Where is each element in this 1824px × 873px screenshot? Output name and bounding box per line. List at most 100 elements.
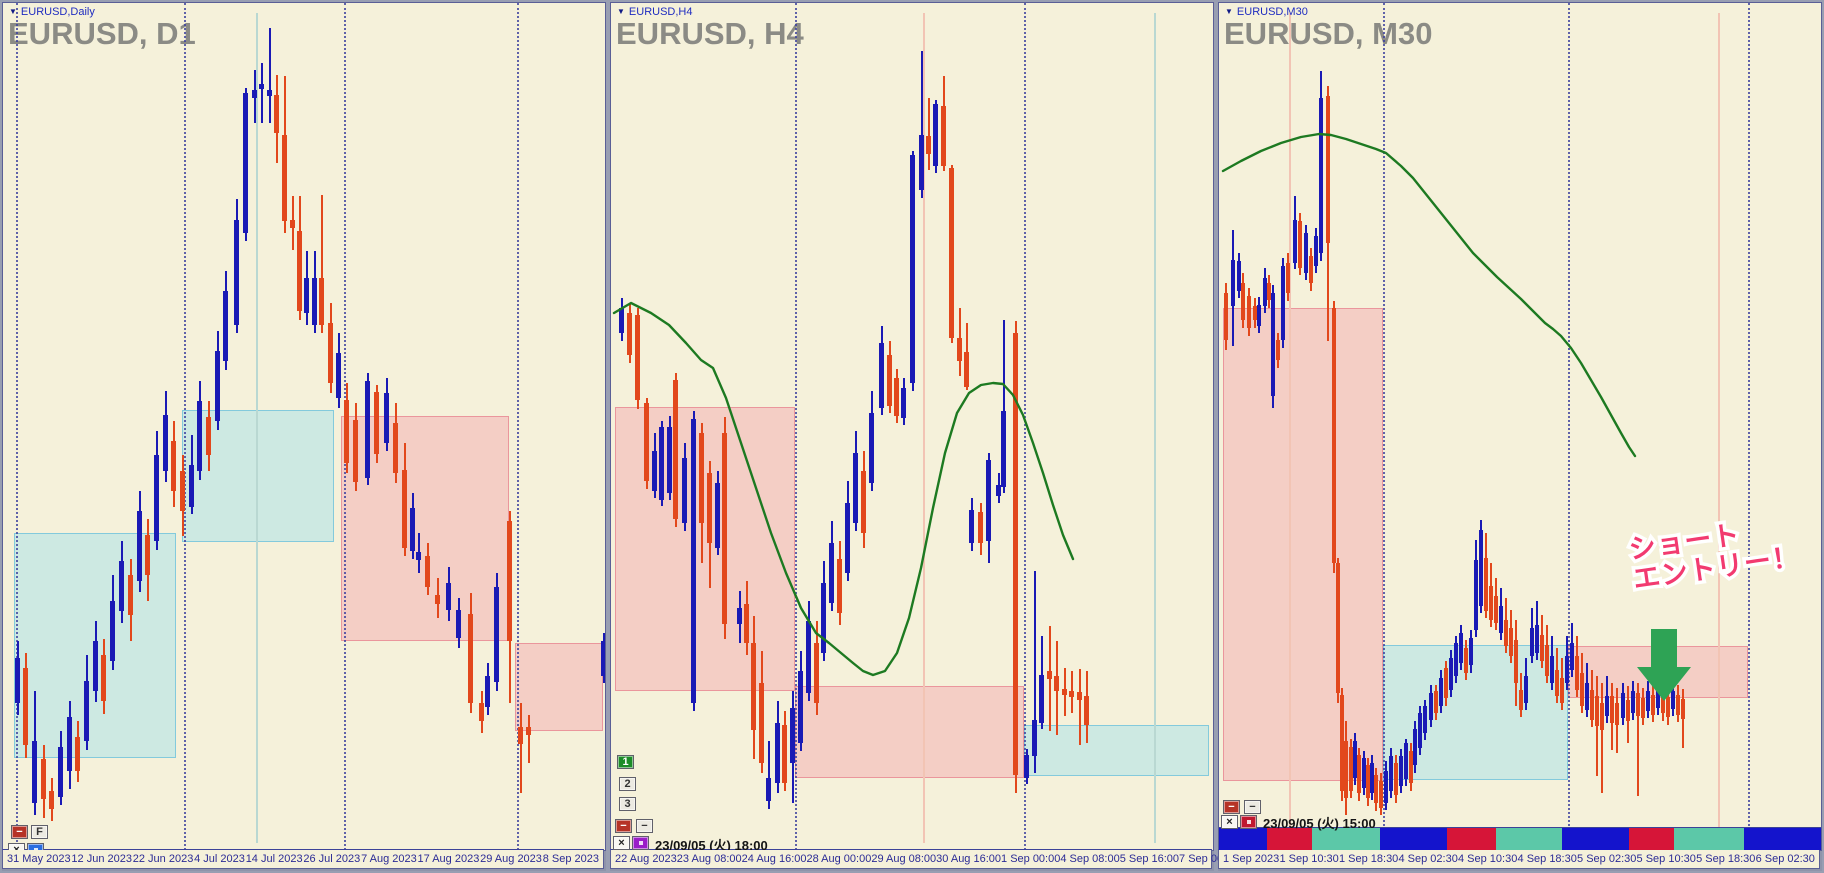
candle bbox=[1332, 308, 1336, 563]
candle bbox=[1580, 673, 1584, 706]
candle bbox=[1336, 563, 1340, 693]
signal-strip-segment bbox=[1447, 828, 1497, 850]
indicator-color-button[interactable] bbox=[27, 843, 44, 850]
candle bbox=[494, 587, 499, 682]
date-label: 7 Aug 2023 bbox=[361, 853, 417, 865]
candle bbox=[1357, 755, 1361, 793]
chevron-down-icon[interactable]: ▼ bbox=[1225, 7, 1233, 16]
candle bbox=[518, 727, 523, 744]
minimize-indicator-button-2[interactable]: − bbox=[1244, 800, 1261, 814]
candle bbox=[1362, 758, 1366, 788]
indicator-color-button[interactable] bbox=[1240, 815, 1257, 829]
window-title: EURUSD,M30 bbox=[1236, 6, 1308, 18]
minimize-indicator-button[interactable]: − bbox=[11, 825, 28, 839]
candle bbox=[243, 93, 248, 233]
candle bbox=[1626, 700, 1630, 721]
candle bbox=[137, 511, 142, 581]
candle bbox=[782, 725, 787, 783]
candle bbox=[1054, 676, 1059, 691]
candle bbox=[507, 521, 512, 641]
close-indicator-button[interactable]: × bbox=[613, 836, 630, 850]
candle bbox=[887, 355, 892, 406]
date-label: 4 Sep 08:00 bbox=[1060, 853, 1120, 865]
candle bbox=[1585, 683, 1589, 710]
candle bbox=[456, 610, 461, 638]
window-title-bar[interactable]: ▼ EURUSD,Daily bbox=[9, 6, 95, 18]
chevron-down-icon[interactable]: ▼ bbox=[9, 7, 17, 16]
candle bbox=[1349, 747, 1353, 791]
grid-line bbox=[1568, 3, 1570, 850]
f-indicator-button[interactable]: F bbox=[31, 825, 48, 839]
candle bbox=[402, 470, 407, 548]
candle bbox=[1590, 690, 1594, 720]
candle bbox=[1276, 340, 1280, 360]
candle bbox=[751, 643, 756, 730]
minimize-indicator-button[interactable]: − bbox=[615, 819, 632, 833]
chart-area-m30[interactable]: ▼ EURUSD,M30 EURUSD, M30 ショート エントリー！ − − ×… bbox=[1218, 2, 1822, 851]
candle bbox=[189, 465, 194, 507]
candle bbox=[328, 323, 333, 383]
indicator-color-button[interactable] bbox=[632, 836, 649, 850]
candle bbox=[1353, 741, 1357, 778]
candle bbox=[234, 220, 239, 325]
candle bbox=[1524, 676, 1528, 703]
indicator-3-button[interactable]: 3 bbox=[619, 797, 636, 811]
date-label: 4 Sep 10:30 bbox=[1458, 853, 1518, 865]
minimize-indicator-button-2[interactable]: − bbox=[636, 819, 653, 833]
candle bbox=[682, 458, 687, 523]
candle bbox=[1504, 620, 1508, 646]
candle bbox=[926, 136, 931, 154]
signal-strip-segment bbox=[1673, 828, 1744, 850]
date-label: 29 Aug 2023 bbox=[480, 853, 542, 865]
candle bbox=[1540, 635, 1544, 661]
candle bbox=[84, 681, 89, 741]
candle bbox=[1610, 696, 1614, 723]
candle-wick bbox=[767, 741, 770, 809]
candle bbox=[312, 278, 317, 325]
indicator-2-button[interactable]: 2 bbox=[619, 777, 636, 791]
candle bbox=[933, 104, 938, 166]
candle bbox=[1231, 260, 1235, 306]
supply-zone bbox=[515, 643, 603, 731]
candle bbox=[986, 460, 991, 541]
candle bbox=[837, 559, 842, 613]
date-axis-h4[interactable]: 22 Aug 2023 23 Aug 08:00 24 Aug 16:00 28 Au… bbox=[610, 849, 1238, 869]
chart-area-d1[interactable]: ▼ EURUSD,Daily EURUSD, D1 − F × bbox=[2, 2, 606, 851]
chevron-down-icon[interactable]: ▼ bbox=[617, 7, 625, 16]
date-axis-m30[interactable]: 1 Sep 2023 1 Sep 10:30 1 Sep 18:30 4 Sep 02… bbox=[1218, 849, 1820, 869]
candle bbox=[1084, 696, 1089, 725]
candle bbox=[1304, 233, 1308, 273]
candle bbox=[853, 453, 858, 523]
date-axis-d1[interactable]: 31 May 2023 12 Jun 2023 22 Jun 2023 4 Jul 2… bbox=[2, 849, 604, 869]
candle bbox=[304, 278, 309, 313]
candle-wick bbox=[927, 98, 930, 170]
date-label: 1 Sep 2023 bbox=[1223, 853, 1280, 865]
candle bbox=[1013, 333, 1018, 775]
window-title-bar[interactable]: ▼ EURUSD,H4 bbox=[617, 6, 693, 18]
candle bbox=[1032, 720, 1037, 756]
candle bbox=[410, 508, 415, 551]
window-title-bar[interactable]: ▼ EURUSD,M30 bbox=[1225, 6, 1308, 18]
candle bbox=[1514, 640, 1518, 683]
candle bbox=[910, 155, 915, 383]
close-indicator-button[interactable]: × bbox=[8, 843, 25, 850]
candle bbox=[1570, 643, 1574, 670]
candle bbox=[1479, 530, 1483, 606]
minimize-indicator-button[interactable]: − bbox=[1223, 800, 1240, 814]
candle bbox=[1314, 236, 1318, 266]
candle bbox=[1389, 756, 1393, 791]
grid-line bbox=[1024, 3, 1026, 850]
candle bbox=[673, 380, 678, 519]
signal-strip-segment bbox=[1379, 828, 1448, 850]
indicator-1-button[interactable]: 1 bbox=[617, 755, 634, 769]
candle bbox=[1555, 670, 1559, 696]
candle bbox=[468, 614, 473, 703]
close-indicator-button[interactable]: × bbox=[1221, 815, 1238, 829]
candle bbox=[163, 415, 168, 471]
period-separator-line bbox=[256, 13, 258, 843]
chart-area-h4[interactable]: ▼ EURUSD,H4 EURUSD, H4 1 2 3− − × 23/09/05 (火… bbox=[610, 2, 1214, 851]
candle bbox=[1575, 656, 1579, 690]
candle bbox=[197, 401, 202, 471]
date-label: 23 Aug 08:00 bbox=[676, 853, 742, 865]
candle bbox=[1641, 698, 1645, 718]
